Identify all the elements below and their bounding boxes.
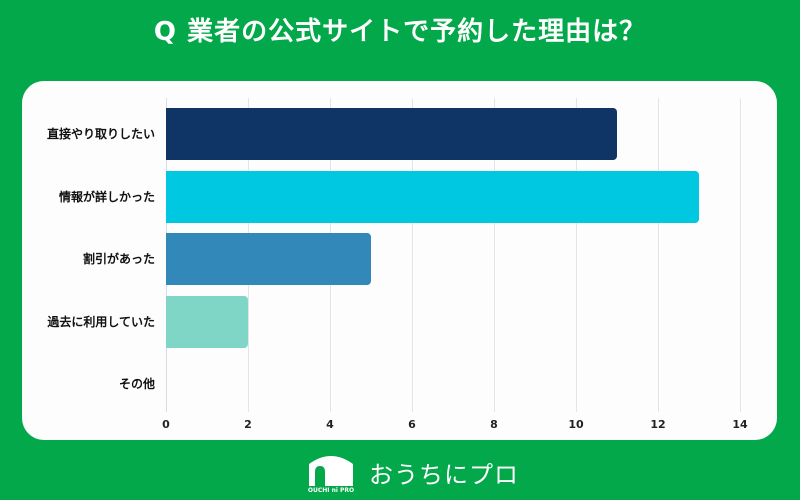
x-tick-label: 2 <box>244 418 252 431</box>
bar <box>166 108 617 160</box>
gridline <box>740 98 741 412</box>
x-tick-label: 0 <box>162 418 170 431</box>
x-tick-label: 4 <box>326 418 334 431</box>
category-label: 直接やり取りしたい <box>46 127 155 141</box>
house-icon: OUCHI ni PRO <box>305 450 357 494</box>
category-label: その他 <box>118 377 155 391</box>
x-tick-label: 6 <box>408 418 416 431</box>
category-label: 過去に利用していた <box>47 315 155 329</box>
gridline <box>576 98 577 412</box>
logo-subtext: OUCHI ni PRO <box>307 487 355 494</box>
x-tick-label: 8 <box>490 418 498 431</box>
bar <box>166 233 371 285</box>
gridline <box>412 98 413 412</box>
plot-area <box>166 98 741 412</box>
brand-logo: OUCHI ni PRO おうちにプロ <box>305 450 519 494</box>
x-tick-label: 12 <box>650 418 666 431</box>
gridline <box>494 98 495 412</box>
bar <box>166 296 248 348</box>
x-tick-label: 10 <box>568 418 584 431</box>
category-label: 割引があった <box>82 252 155 266</box>
chart-title: Q 業者の公式サイトで予約した理由は？ <box>153 17 647 47</box>
bar <box>166 171 699 223</box>
logo-text: おうちにプロ <box>369 460 519 489</box>
category-label: 情報が詳しかった <box>58 190 155 204</box>
gridline <box>658 98 659 412</box>
x-tick-label: 14 <box>732 418 748 431</box>
